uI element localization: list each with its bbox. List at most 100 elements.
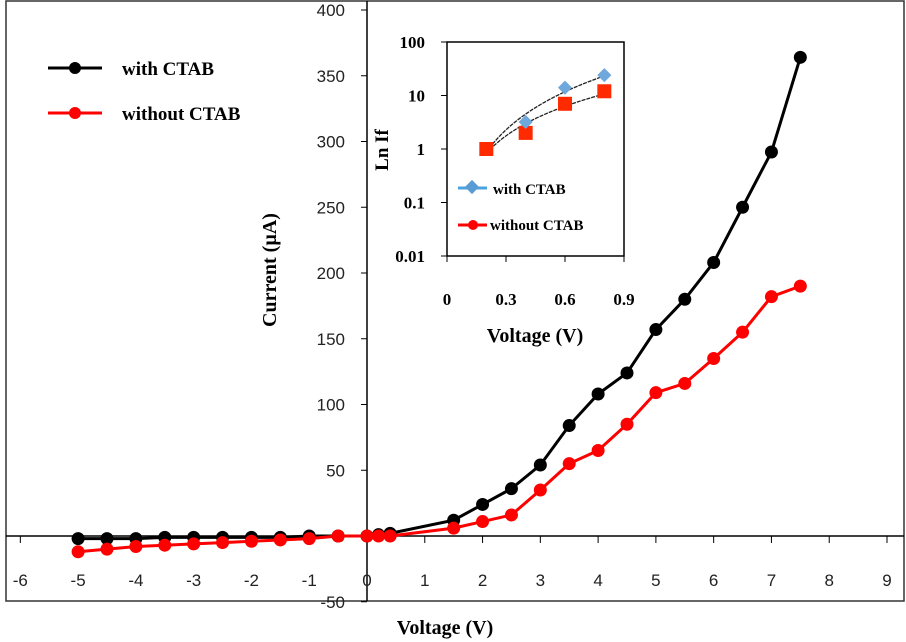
x-axis-label: Voltage (V) — [397, 617, 493, 639]
data-point — [736, 200, 750, 214]
series-line-with-ctab — [78, 56, 802, 541]
x-tick-label: -5 — [71, 571, 86, 590]
y-tick-label: -50 — [320, 593, 345, 612]
inset-legend-marker-without-ctab — [468, 220, 478, 230]
x-tick-label: 7 — [767, 571, 776, 590]
inset-x-axis-label: Voltage (V) — [487, 325, 583, 347]
data-point — [678, 292, 692, 306]
inset-legend: with CTAB without CTAB — [458, 179, 584, 234]
data-point — [562, 457, 576, 471]
inset-data-point — [597, 84, 612, 99]
y-tick-label: 150 — [317, 330, 345, 349]
data-point — [533, 458, 547, 472]
data-point — [764, 290, 778, 304]
y-tick-label: 200 — [317, 264, 345, 283]
y-tick-label: 50 — [326, 461, 345, 480]
x-tick-label: -1 — [302, 571, 317, 590]
y-tick-label: 350 — [317, 67, 345, 86]
legend-label-without-ctab: without CTAB — [122, 104, 241, 125]
data-point — [620, 366, 634, 380]
inset-y-tick-label: 0.1 — [404, 194, 425, 213]
inset-trendline — [485, 93, 605, 154]
data-point — [533, 483, 547, 497]
inset-plot-area — [446, 41, 625, 257]
inset-x-tick-label: 0.3 — [495, 290, 516, 309]
x-tick-label: -4 — [128, 571, 143, 590]
data-point — [678, 376, 692, 390]
data-point — [793, 50, 807, 64]
inset-x-tick-label: 0.9 — [613, 290, 634, 309]
inset-data-point — [518, 114, 533, 130]
x-tick-label: 1 — [420, 571, 429, 590]
data-point — [476, 497, 490, 511]
x-tick-label: 0 — [362, 571, 371, 590]
inset-data-point — [597, 68, 612, 83]
data-point — [71, 532, 85, 546]
data-point — [764, 145, 778, 159]
data-point — [447, 521, 461, 535]
x-tick-label: 8 — [824, 571, 833, 590]
y-tick-label: 400 — [317, 1, 345, 20]
x-tick-label: 9 — [882, 571, 891, 590]
data-point — [504, 482, 518, 496]
y-tick-label: 100 — [317, 396, 345, 415]
inset-data-point — [557, 80, 573, 95]
data-point — [372, 529, 386, 543]
data-point — [736, 325, 750, 339]
x-tick-label: 3 — [536, 571, 545, 590]
x-tick-label: 4 — [593, 571, 602, 590]
data-point — [100, 542, 114, 556]
y-axis-label: Current (µA) — [259, 213, 281, 327]
inset-y-tick-label: 10 — [408, 87, 425, 106]
inset-x-tick-label: 0.6 — [554, 290, 575, 309]
y-tick-label: 300 — [317, 133, 345, 152]
data-point — [187, 537, 201, 551]
data-point — [71, 545, 85, 559]
data-point — [360, 529, 374, 543]
inset-y-tick-label: 0.01 — [395, 247, 425, 266]
data-point — [649, 386, 663, 400]
data-point — [302, 532, 316, 546]
inset-data-point — [479, 142, 494, 156]
series-line-without-ctab — [77, 284, 801, 554]
x-tick-label: 6 — [709, 571, 718, 590]
x-tick-label: 2 — [478, 571, 487, 590]
data-point — [273, 533, 287, 547]
legend-marker-without-ctab — [69, 107, 81, 119]
plot-frame — [5, 0, 905, 602]
inset-y-tick-label: 100 — [400, 33, 426, 52]
data-point — [129, 540, 143, 554]
x-tick-label: -2 — [244, 571, 259, 590]
legend-label-with-ctab: with CTAB — [122, 59, 214, 80]
data-point — [244, 534, 258, 548]
data-point — [591, 387, 605, 401]
inset-data-point — [558, 96, 572, 111]
data-point — [158, 538, 172, 552]
inset-y-tick-label: 1 — [417, 140, 426, 159]
data-point — [591, 444, 605, 458]
data-point — [331, 529, 345, 543]
data-point — [620, 417, 634, 431]
inset-legend-label-without-ctab: without CTAB — [490, 218, 584, 234]
data-point — [100, 532, 114, 546]
inset-legend-label-with-ctab: with CTAB — [493, 182, 566, 198]
data-point — [707, 255, 721, 269]
legend-marker-with-ctab — [69, 62, 81, 74]
y-tick-label: 250 — [317, 198, 345, 217]
x-tick-label: 5 — [651, 571, 660, 590]
data-point — [383, 529, 397, 543]
inset-y-axis-label: Ln If — [372, 128, 393, 170]
data-point — [562, 419, 576, 433]
data-point — [216, 536, 230, 550]
inset-data-point — [518, 125, 533, 140]
data-point — [476, 515, 490, 529]
data-point — [707, 351, 721, 365]
data-point — [793, 279, 807, 293]
x-tick-label: -3 — [186, 571, 201, 590]
data-point — [649, 323, 663, 337]
inset-trendline — [485, 75, 605, 153]
legend: with CTAB without CTAB — [48, 59, 241, 125]
inset-x-tick-label: 0 — [443, 290, 452, 309]
